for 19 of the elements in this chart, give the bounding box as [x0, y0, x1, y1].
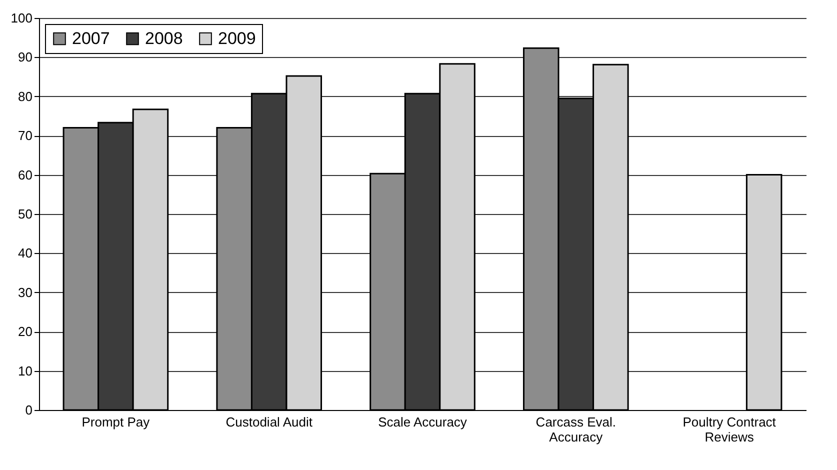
x-tick-label: Custodial Audit	[226, 414, 313, 430]
y-tick-label: 90	[18, 50, 32, 65]
y-tick-label: 70	[18, 128, 32, 144]
legend-label: 2008	[145, 28, 183, 48]
legend-label: 2007	[72, 28, 110, 48]
y-tick-label: 80	[18, 88, 32, 104]
x-tick-label: Poultry Contract Reviews	[682, 414, 776, 444]
x-tick-label: Carcass Eval. Accuracy	[536, 414, 616, 444]
legend-label: 2009	[218, 28, 256, 48]
y-tick-label: 50	[18, 206, 32, 222]
y-tick-label: 0	[25, 402, 32, 418]
y-tick-label: 100	[10, 10, 32, 26]
y-tick-label: 20	[18, 324, 32, 340]
y-tick-label: 40	[18, 246, 32, 261]
x-tick-label: Scale Accuracy	[378, 414, 468, 430]
y-tick-label: 10	[18, 363, 32, 378]
x-tick-label: Prompt Pay	[82, 414, 150, 430]
y-tick-label: 30	[18, 284, 32, 300]
y-tick-label: 60	[18, 167, 32, 182]
